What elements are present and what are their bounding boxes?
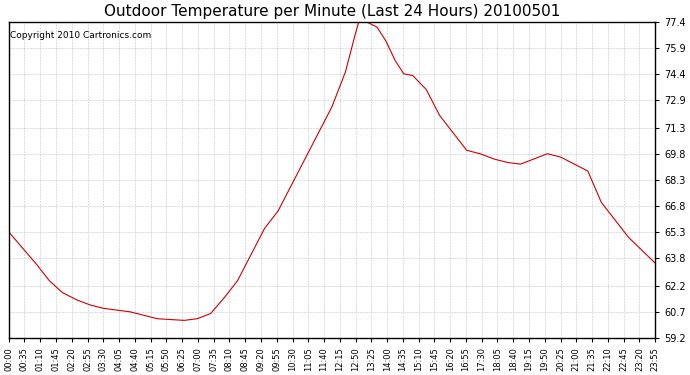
Title: Outdoor Temperature per Minute (Last 24 Hours) 20100501: Outdoor Temperature per Minute (Last 24 … — [104, 4, 560, 19]
Text: Copyright 2010 Cartronics.com: Copyright 2010 Cartronics.com — [10, 31, 151, 40]
